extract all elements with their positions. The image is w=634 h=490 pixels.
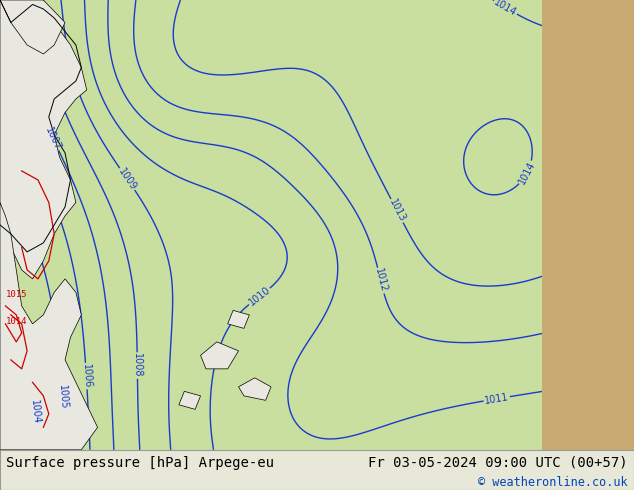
Text: 1010: 1010 <box>247 285 272 308</box>
Text: 1014: 1014 <box>517 160 537 186</box>
Text: 1006: 1006 <box>81 364 92 389</box>
Text: 1013: 1013 <box>387 197 407 224</box>
Text: © weatheronline.co.uk: © weatheronline.co.uk <box>478 476 628 490</box>
Text: 1005: 1005 <box>57 385 68 410</box>
Polygon shape <box>228 310 249 328</box>
Polygon shape <box>0 0 87 279</box>
Text: Surface pressure [hPa] Arpege-eu: Surface pressure [hPa] Arpege-eu <box>6 456 275 470</box>
Polygon shape <box>179 392 200 409</box>
Text: 1015: 1015 <box>6 290 27 299</box>
Text: 1009: 1009 <box>116 166 138 192</box>
Text: 1014: 1014 <box>6 317 27 326</box>
Text: 1011: 1011 <box>484 392 510 406</box>
Polygon shape <box>200 342 238 369</box>
Polygon shape <box>0 202 98 450</box>
Text: 1012: 1012 <box>373 268 389 294</box>
Text: 1008: 1008 <box>132 353 143 378</box>
Text: Fr 03-05-2024 09:00 UTC (00+57): Fr 03-05-2024 09:00 UTC (00+57) <box>368 456 628 470</box>
Polygon shape <box>0 0 65 54</box>
Text: 1007: 1007 <box>43 125 63 152</box>
Text: 1014: 1014 <box>492 0 519 18</box>
Polygon shape <box>238 378 271 400</box>
Text: 1004: 1004 <box>29 399 41 425</box>
